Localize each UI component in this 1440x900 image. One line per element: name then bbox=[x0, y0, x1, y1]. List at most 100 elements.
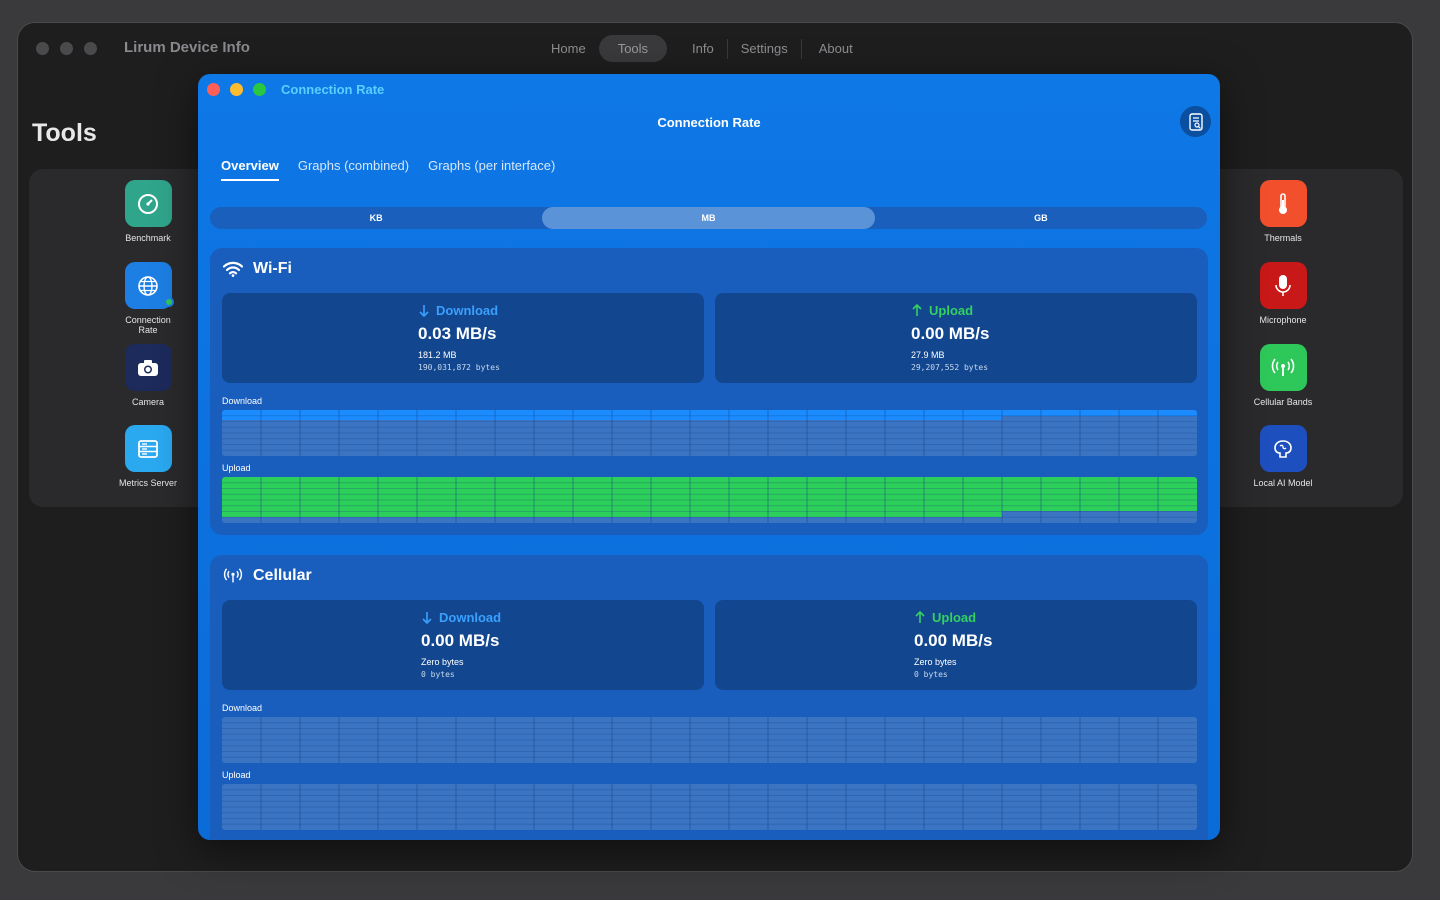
close-button[interactable] bbox=[207, 83, 220, 96]
camera-icon bbox=[124, 344, 172, 391]
tool-metrics-server[interactable]: Metrics Server bbox=[103, 425, 193, 488]
unit-mb[interactable]: MB bbox=[542, 207, 875, 229]
download-label: Download bbox=[436, 303, 499, 318]
tool-benchmark[interactable]: Benchmark bbox=[103, 180, 193, 243]
page-title: Connection Rate bbox=[657, 115, 761, 130]
arrow-up-icon bbox=[915, 611, 925, 623]
cellular-section: Cellular Download 0.00 MB/s Zero bytes 0… bbox=[210, 555, 1208, 840]
download-rate: 0.03 MB/s bbox=[418, 324, 497, 343]
download-bytes: 0 bytes bbox=[421, 670, 455, 679]
nav-about[interactable]: About bbox=[818, 41, 853, 56]
download-label: Download bbox=[439, 610, 502, 625]
arrow-down-icon bbox=[422, 612, 432, 624]
zoom-button[interactable] bbox=[253, 83, 266, 96]
cellular-header: Cellular bbox=[223, 567, 312, 585]
top-nav: Home Tools Info Settings About bbox=[538, 35, 866, 62]
brain-icon bbox=[1259, 425, 1307, 472]
graph-bar bbox=[222, 416, 1002, 420]
wifi-upload-graph bbox=[222, 477, 1197, 523]
speedometer-icon bbox=[124, 180, 172, 227]
thermometer-icon bbox=[1259, 180, 1307, 227]
wifi-download-graph bbox=[222, 410, 1197, 456]
download-graph-label: Download bbox=[222, 396, 263, 406]
graph-canvas bbox=[222, 410, 1197, 456]
tool-label: Cellular Bands bbox=[1253, 397, 1313, 407]
graph-canvas bbox=[222, 477, 1197, 523]
graph-bar bbox=[222, 477, 1197, 511]
tool-thermals[interactable]: Thermals bbox=[1238, 180, 1328, 243]
app-title: Lirum Device Info bbox=[124, 39, 250, 56]
page-title: Tools bbox=[32, 119, 97, 147]
tool-label: Microphone bbox=[1259, 315, 1307, 325]
tab-bar: Overview Graphs (combined) Graphs (per i… bbox=[221, 158, 555, 181]
graph-bar bbox=[222, 511, 1002, 517]
tool-cellular-bands[interactable]: Cellular Bands bbox=[1238, 344, 1328, 407]
antenna-icon bbox=[1259, 344, 1307, 391]
tab-overview[interactable]: Overview bbox=[221, 158, 279, 181]
unit-selector: KB MB GB bbox=[210, 207, 1207, 229]
tab-graphs-per-interface[interactable]: Graphs (per interface) bbox=[428, 158, 556, 173]
upload-size: Zero bytes bbox=[914, 657, 957, 667]
tool-label: Camera bbox=[131, 397, 164, 407]
upload-graph-label: Upload bbox=[222, 770, 251, 780]
upload-bytes: 0 bytes bbox=[914, 670, 948, 679]
wifi-upload-card: Upload 0.00 MB/s 27.9 MB 29,207,552 byte… bbox=[715, 293, 1197, 383]
nav-divider bbox=[726, 38, 728, 59]
wifi-header: Wi-Fi bbox=[223, 260, 292, 278]
report-button[interactable] bbox=[1180, 106, 1211, 137]
tool-label: Benchmark bbox=[125, 233, 171, 243]
cellular-upload-graph bbox=[222, 784, 1197, 830]
nav-home[interactable]: Home bbox=[551, 41, 586, 56]
arrow-up-icon bbox=[912, 304, 922, 316]
download-header: Download bbox=[421, 610, 501, 625]
upload-size: 27.9 MB bbox=[911, 350, 945, 360]
minimize-button[interactable] bbox=[60, 42, 73, 55]
cellular-download-card: Download 0.00 MB/s Zero bytes 0 bytes bbox=[222, 600, 704, 690]
upload-rate: 0.00 MB/s bbox=[914, 631, 993, 650]
graph-canvas bbox=[222, 717, 1197, 763]
window-title: Connection Rate bbox=[281, 82, 385, 97]
document-search-icon bbox=[1188, 112, 1203, 131]
unit-kb[interactable]: KB bbox=[369, 213, 383, 223]
wifi-download-card: Download 0.03 MB/s 181.2 MB 190,031,872 … bbox=[222, 293, 704, 383]
minimize-button[interactable] bbox=[230, 83, 243, 96]
download-header: Download bbox=[418, 303, 500, 318]
nav-tools[interactable]: Tools bbox=[598, 35, 668, 62]
upload-rate: 0.00 MB/s bbox=[911, 324, 990, 343]
download-graph-label: Download bbox=[222, 703, 263, 713]
tool-label: Thermals bbox=[1264, 233, 1302, 243]
zoom-button[interactable] bbox=[84, 42, 97, 55]
cellular-download-graph bbox=[222, 717, 1197, 763]
tool-connection-rate[interactable]: Connection Rate bbox=[103, 262, 193, 335]
wifi-section: Wi-Fi Download 0.03 MB/s 181.2 MB 190,03… bbox=[210, 248, 1208, 535]
nav-divider bbox=[800, 38, 802, 59]
active-indicator bbox=[163, 297, 174, 307]
tool-camera[interactable]: Camera bbox=[103, 344, 193, 407]
arrow-down-icon bbox=[419, 305, 429, 317]
tool-local-ai-model[interactable]: Local AI Model bbox=[1238, 425, 1328, 488]
upload-header: Upload bbox=[911, 303, 989, 318]
download-rate: 0.00 MB/s bbox=[421, 631, 500, 650]
microphone-icon bbox=[1259, 262, 1307, 309]
upload-header: Upload bbox=[914, 610, 992, 625]
graph-bar bbox=[222, 410, 1197, 416]
close-button[interactable] bbox=[36, 42, 49, 55]
unit-gb[interactable]: GB bbox=[1034, 213, 1048, 223]
connection-rate-window: Connection Rate Connection Rate Overview… bbox=[198, 74, 1220, 840]
upload-graph-label: Upload bbox=[222, 463, 251, 473]
tab-graphs-combined[interactable]: Graphs (combined) bbox=[297, 158, 410, 173]
tool-microphone[interactable]: Microphone bbox=[1238, 262, 1328, 325]
window-controls bbox=[36, 42, 97, 55]
antenna-icon bbox=[223, 568, 243, 583]
tool-label: Connection Rate bbox=[125, 315, 171, 335]
globe-icon bbox=[124, 262, 174, 309]
cellular-upload-card: Upload 0.00 MB/s Zero bytes 0 bytes bbox=[715, 600, 1197, 690]
server-icon bbox=[124, 425, 172, 472]
window-controls bbox=[207, 83, 266, 96]
download-size: Zero bytes bbox=[421, 657, 464, 667]
upload-label: Upload bbox=[932, 610, 977, 625]
upload-bytes: 29,207,552 bytes bbox=[911, 363, 989, 372]
nav-settings[interactable]: Settings bbox=[740, 41, 788, 56]
nav-info[interactable]: Info bbox=[692, 41, 714, 56]
wifi-title: Wi-Fi bbox=[253, 260, 292, 277]
